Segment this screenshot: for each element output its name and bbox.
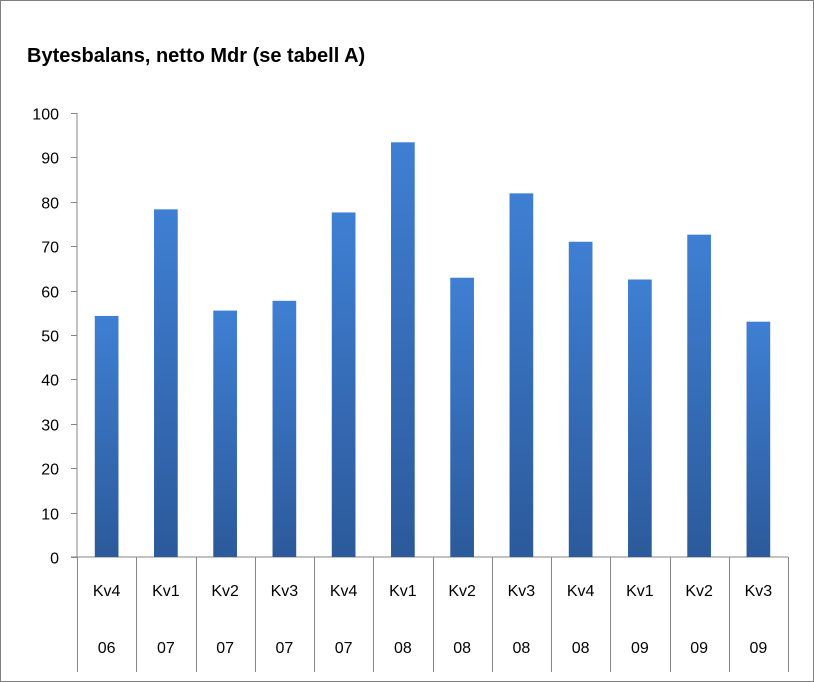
y-tick-label: 20 <box>41 462 59 479</box>
x-tick-label-year: 08 <box>453 640 471 657</box>
y-tick-label: 0 <box>50 551 59 568</box>
bar <box>331 212 356 557</box>
x-tick-label-year: 09 <box>690 640 708 657</box>
x-tick-label-quarter: Kv4 <box>93 583 121 600</box>
x-tick-label-year: 07 <box>335 640 353 657</box>
y-tick-label: 70 <box>41 240 59 257</box>
bar <box>687 234 711 557</box>
x-tick-label-quarter: Kv3 <box>508 583 536 600</box>
y-tick-label: 50 <box>41 329 59 346</box>
bar <box>391 142 415 557</box>
y-tick-label: 90 <box>41 151 59 168</box>
bar <box>568 241 593 557</box>
y-tick-label: 60 <box>41 285 59 302</box>
bar <box>746 321 771 557</box>
x-tick-label-year: 07 <box>275 640 293 657</box>
bar <box>450 277 474 557</box>
bar <box>628 279 652 557</box>
y-tick-label: 80 <box>41 196 59 213</box>
x-tick-label-quarter: Kv2 <box>685 583 713 600</box>
y-tick-label: 100 <box>32 107 59 124</box>
x-tick-label-quarter: Kv3 <box>271 583 299 600</box>
x-tick-label-year: 08 <box>394 640 412 657</box>
chart-title: Bytesbalans, netto Mdr (se tabell A) <box>27 45 366 67</box>
x-tick-label-quarter: Kv1 <box>389 583 417 600</box>
x-tick-label-quarter: Kv4 <box>330 583 358 600</box>
x-tick-label-year: 07 <box>157 640 175 657</box>
y-tick-label: 40 <box>41 373 59 390</box>
x-tick-label-quarter: Kv3 <box>745 583 773 600</box>
bar <box>509 193 534 557</box>
y-tick-label: 30 <box>41 418 59 435</box>
x-tick-label-quarter: Kv1 <box>152 583 180 600</box>
x-tick-label-quarter: Kv1 <box>626 583 654 600</box>
x-tick-label-year: 08 <box>572 640 590 657</box>
x-tick-label-quarter: Kv4 <box>567 583 595 600</box>
x-tick-label-year: 07 <box>216 640 234 657</box>
y-tick-label: 10 <box>41 507 59 524</box>
bar <box>154 209 178 557</box>
bar <box>213 310 237 557</box>
x-tick-label-year: 08 <box>512 640 530 657</box>
x-tick-label-year: 09 <box>631 640 649 657</box>
x-tick-label-quarter: Kv2 <box>448 583 476 600</box>
x-tick-label-year: 06 <box>98 640 116 657</box>
bar <box>94 315 119 557</box>
x-tick-label-quarter: Kv2 <box>211 583 239 600</box>
bar <box>272 300 297 557</box>
x-tick-label-year: 09 <box>749 640 767 657</box>
